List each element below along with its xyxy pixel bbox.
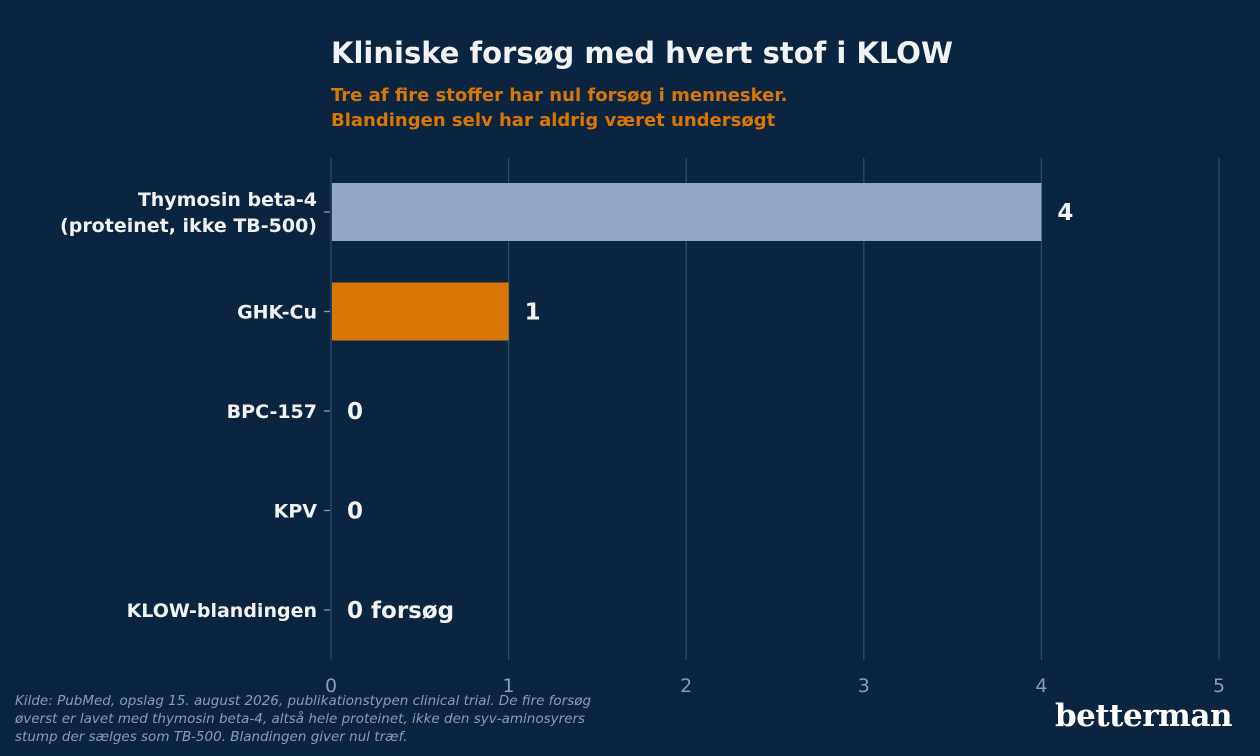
x-tick-label: 0: [325, 675, 337, 697]
subtitle-line: Tre af fire stoffer har nul forsøg i men…: [331, 85, 788, 106]
x-tick-label: 4: [1035, 675, 1047, 697]
value-label: 4: [1057, 200, 1073, 226]
category-label: GHK-Cu: [237, 302, 317, 324]
value-label: 1: [525, 300, 541, 326]
value-label: 0: [347, 499, 363, 525]
subtitle-line: Blandingen selv har aldrig været undersø…: [331, 110, 776, 131]
value-label: 0: [347, 399, 363, 425]
x-tick-label: 3: [858, 675, 870, 697]
category-label: (proteinet, ikke TB-500): [60, 215, 317, 237]
chart-title: Kliniske forsøg med hvert stof i KLOW: [331, 36, 953, 70]
x-tick-label: 5: [1213, 675, 1225, 697]
footnote-line: øverst er lavet med thymosin beta-4, alt…: [15, 711, 586, 727]
source-footnote: Kilde: PubMed, opslag 15. august 2026, p…: [15, 692, 635, 746]
footnote-line: stump der sælges som TB-500. Blandingen …: [15, 729, 408, 745]
category-label: Thymosin beta-4: [138, 189, 317, 211]
category-label: KLOW-blandingen: [127, 600, 317, 622]
value-label: 0 forsøg: [347, 598, 454, 624]
bar: [332, 282, 509, 341]
footnote-line: Kilde: PubMed, opslag 15. august 2026, p…: [15, 693, 592, 709]
bar: [332, 183, 1042, 241]
chart-subtitle: Tre af fire stoffer har nul forsøg i men…: [331, 83, 787, 133]
x-tick-label: 2: [680, 675, 692, 697]
category-label: KPV: [274, 501, 318, 523]
category-label: BPC-157: [227, 401, 317, 423]
brand-logo: betterman: [1054, 698, 1233, 734]
x-tick-label: 1: [503, 675, 515, 697]
